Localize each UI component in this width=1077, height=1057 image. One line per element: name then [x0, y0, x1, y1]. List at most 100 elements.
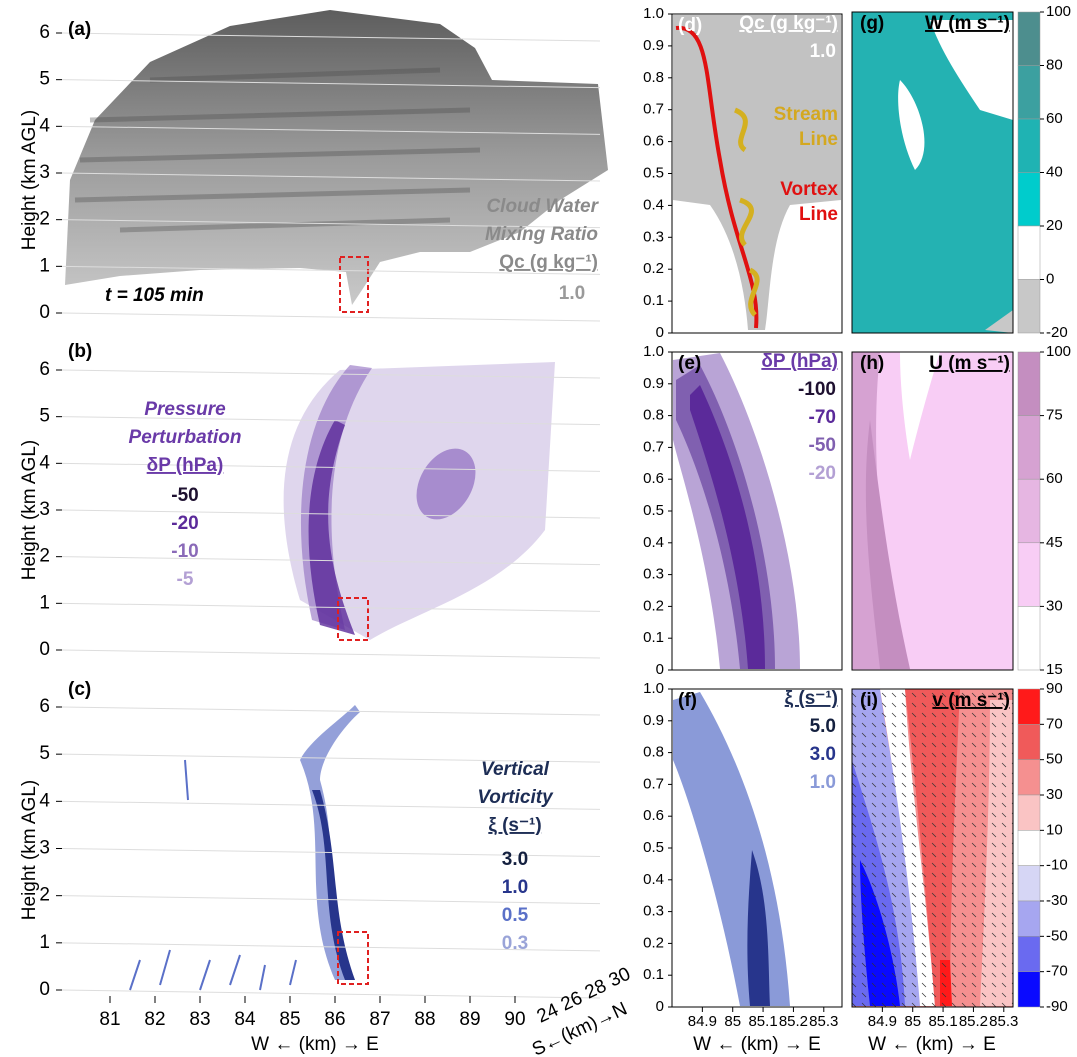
y-tick-label: 4 [39, 452, 50, 473]
y2-tick-label: 24 [534, 999, 562, 1027]
colorbar-tick-label: 90 [1046, 680, 1063, 697]
stream-label: Stream [774, 104, 838, 125]
legend-title: Qc (g kg⁻¹) [739, 13, 838, 34]
x-tick-label: 83 [189, 1009, 210, 1030]
legend-title-line: Pressure [144, 399, 226, 420]
x-tick-label: 84 [234, 1009, 256, 1030]
y-tick-label: 0.7 [643, 775, 664, 792]
colorbar-segment [1017, 172, 1041, 227]
y-tick-label: 0.1 [643, 292, 664, 309]
x-tick-label: 85 [279, 1009, 300, 1030]
colorbar-tick-label: 80 [1046, 56, 1063, 73]
grid-line [61, 416, 601, 426]
legend-level: -50 [809, 435, 836, 456]
panel-label: (a) [68, 19, 91, 40]
vortex-label: Vortex [780, 179, 838, 200]
y-tick-label: 0.1 [643, 629, 664, 646]
y-tick-label: 5 [39, 69, 50, 90]
colorbar-tick-label: 30 [1046, 786, 1063, 803]
panel-label: (e) [678, 353, 701, 374]
grid-line [61, 602, 601, 612]
x-tick-label: 85.3 [989, 1013, 1018, 1030]
legend-title: ξ (s⁻¹) [785, 688, 838, 709]
x-axis-label: W ← (km) → E [693, 1034, 821, 1055]
colorbar-segment [1017, 606, 1041, 671]
y2-tick-label: 26 [558, 988, 586, 1016]
colorbar-tick-label: 60 [1046, 470, 1063, 487]
colorbar-segment [1017, 351, 1041, 416]
y-tick-label: 0.4 [643, 871, 664, 888]
colorbar-segment [1017, 865, 1041, 902]
y-tick-label: 1.0 [643, 680, 664, 697]
legend-level: -20 [171, 513, 198, 534]
colorbar-tick-label: 0 [1046, 270, 1054, 287]
colorbar-segment [1017, 724, 1041, 760]
colorbar-tick-label: 45 [1046, 534, 1063, 551]
y-tick-label: 5 [39, 406, 50, 427]
x-tick-label: 85 [904, 1013, 921, 1030]
colorbar-segment [1017, 279, 1041, 334]
legend-title: v (m s⁻¹) [932, 690, 1010, 711]
colorbar-segment [1017, 542, 1041, 607]
panel-label: (h) [860, 353, 884, 374]
y-tick-label: 0 [39, 302, 50, 323]
y-tick-label: 0.4 [643, 534, 664, 551]
x-tick-label: 89 [459, 1009, 480, 1030]
grid-line [61, 509, 601, 519]
x-tick-label: 85.1 [748, 1013, 777, 1030]
x-tick-label: 81 [99, 1009, 120, 1030]
vorticity-section [671, 688, 843, 1008]
x-tick-label: 87 [369, 1009, 390, 1030]
y-tick-label: 0.8 [643, 407, 664, 424]
grid-line [61, 462, 601, 472]
x-axis-label: W ← (km) → E [868, 1034, 996, 1055]
colorbar-segment [1017, 759, 1041, 796]
panel-label: (f) [678, 690, 697, 711]
legend-level: 0.5 [502, 905, 529, 926]
legend-title: ξ (s⁻¹) [488, 815, 541, 836]
y-tick-label: 6 [39, 22, 50, 43]
grid-line [61, 753, 601, 763]
y-tick-label: 0 [656, 661, 664, 678]
colorbar-tick-label: -10 [1046, 857, 1068, 874]
y-tick-label: 0.9 [643, 712, 664, 729]
legend-level: 1.0 [810, 772, 836, 793]
pressure-render [283, 362, 555, 641]
grid-line [61, 800, 601, 810]
colorbar-tick-label: 10 [1046, 821, 1063, 838]
legend-level: -100 [798, 379, 836, 400]
colorbar-segment [1017, 11, 1041, 66]
colorbar-segment [1017, 65, 1041, 120]
y-tick-label: 3 [39, 838, 50, 859]
grid-line [61, 79, 601, 89]
colorbar-tick-label: 100 [1046, 343, 1071, 360]
legend-level: 0.3 [502, 933, 528, 954]
w-section [851, 11, 1014, 334]
x-tick-label: 82 [144, 1009, 165, 1030]
colorbar-segment [1017, 830, 1041, 866]
y2-tick-label: 28 [582, 976, 610, 1004]
x-tick-label: 88 [414, 1009, 435, 1030]
annotation: t = 105 min [105, 285, 204, 306]
colorbar-tick-label: 60 [1046, 110, 1063, 127]
y-tick-label: 0.5 [643, 502, 664, 519]
y-tick-label: 0.5 [643, 839, 664, 856]
legend-level: 1.0 [559, 283, 585, 304]
grid-line [61, 942, 601, 952]
colorbar-tick-label: 50 [1046, 751, 1063, 768]
y-tick-label: 0 [656, 998, 664, 1015]
colorbar-segment [1017, 225, 1041, 280]
panel-label: (c) [68, 679, 91, 700]
y-tick-label: 3 [39, 162, 50, 183]
colorbar-tick-label: 20 [1046, 217, 1063, 234]
legend-level: 5.0 [810, 716, 836, 737]
panel-label: (b) [68, 341, 92, 362]
y-tick-label: 5 [39, 743, 50, 764]
x-tick-label: 85.1 [928, 1013, 957, 1030]
legend-level: -50 [171, 485, 198, 506]
grid-line [61, 312, 601, 322]
y-tick-label: 0 [39, 639, 50, 660]
grid-line [61, 649, 601, 659]
colorbar-segment [1017, 971, 1041, 1008]
y-tick-label: 0 [39, 979, 50, 1000]
